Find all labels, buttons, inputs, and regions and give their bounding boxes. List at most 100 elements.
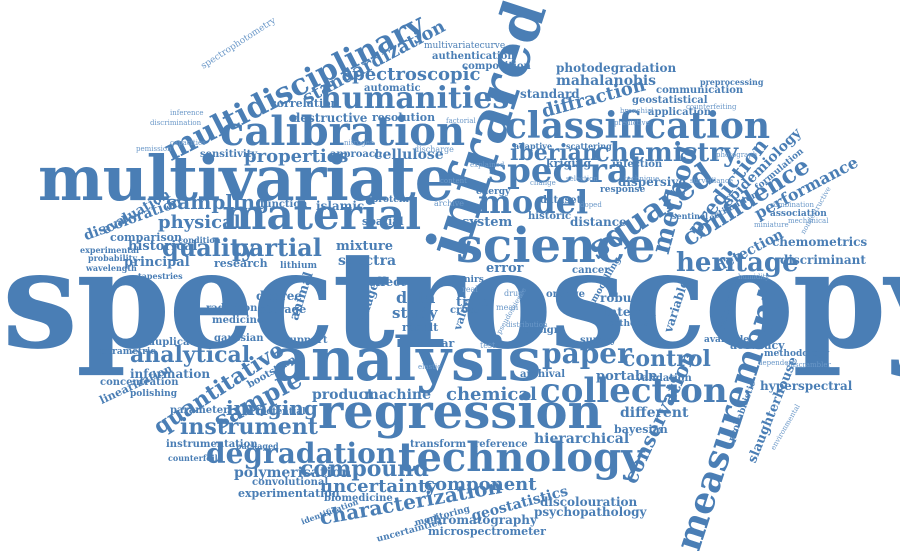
word-cathode: cathode (608, 319, 649, 329)
word-miniature: miniature (754, 221, 789, 229)
word-humidity: humidity (738, 273, 770, 281)
word-concentration: concentration (100, 377, 179, 388)
word-spectroscopy: spectroscopy (2, 220, 900, 379)
word-parametric: parametric (100, 347, 156, 357)
word-degree: degree (256, 289, 303, 303)
word-infection: infection (612, 159, 663, 170)
word-change: change (530, 179, 556, 187)
word-nitrogen: nitrogen (344, 139, 375, 147)
word-spectra: spectra (338, 253, 397, 269)
word-counterfeiting: counterfeiting (686, 103, 737, 111)
word-geostatistical: geostatistical (632, 95, 708, 106)
word-multivariate: multivariate (38, 142, 454, 215)
word-hierarchical: hierarchical (534, 431, 630, 447)
word-effect: effect (368, 275, 406, 289)
word-sentinel: sentinel (672, 211, 709, 221)
word-collection: collection (540, 371, 728, 411)
word-material: material (222, 190, 422, 239)
word-wavelength: wavelength (86, 263, 137, 273)
word-quality: quality (162, 233, 256, 262)
word-photodegradation: photodegradation (556, 61, 677, 75)
word-protein: protein (372, 195, 409, 205)
word-system: system (462, 215, 513, 230)
word-resolution: resolution (372, 111, 436, 124)
word-component: component (424, 474, 537, 495)
word-automatic: automatic (364, 83, 421, 94)
word-science: science (456, 218, 656, 274)
word-probability: probability (88, 253, 137, 263)
word-methodology: methodology (764, 349, 830, 359)
word-sensitivity: sensitivity (200, 149, 258, 160)
word-dispersive: dispersive (618, 175, 686, 189)
word-study: study (392, 304, 438, 322)
word-heritage: heritage (676, 248, 799, 278)
word-analysis: analysis (272, 325, 542, 395)
word-authentication: authentication (432, 51, 515, 62)
word-available: available (704, 335, 749, 345)
word-transform: transform (410, 439, 467, 450)
word-classification: classification (505, 105, 771, 147)
word-mean: mean (496, 303, 519, 312)
word-lithium: lithium (280, 261, 318, 271)
word-archive: archive (434, 199, 465, 208)
word-function: function (260, 199, 308, 210)
word-medicine: medicine (212, 315, 264, 326)
word-spectral: spectral (488, 151, 642, 191)
word-storage: storage (260, 303, 307, 316)
word-result: result (402, 321, 439, 334)
word-product: product (312, 387, 374, 403)
word-elastic: elastic (418, 363, 442, 371)
word-design: design (524, 325, 562, 336)
word-dependent: dependent (758, 359, 796, 367)
word-drug: drug (504, 289, 524, 298)
word-destructive: destructive (292, 111, 368, 125)
word-accuracy: accuracy (730, 339, 785, 352)
word-standard: standard (520, 87, 580, 101)
word-information: information (130, 367, 211, 381)
word-content: content (440, 177, 467, 185)
word-bayesian: bayesian (614, 423, 668, 436)
word-psychopathology: psychopathology (534, 505, 647, 519)
word-dataset: dataset (540, 195, 582, 206)
word-chemistry: chemistry (594, 138, 739, 168)
word-technology: technology (398, 434, 645, 481)
word-machine: machine (364, 387, 431, 403)
word-parameter: parameter (170, 405, 229, 416)
word-analytical: analytical (130, 342, 251, 368)
word-humanities: humanities (320, 81, 510, 116)
word-unscrambler: unscrambler (786, 361, 831, 369)
word-discrimination: discrimination (150, 119, 202, 127)
word-iberian: iberian (510, 140, 598, 166)
word-uncertainty: uncertainty (320, 476, 437, 497)
word-distribution: distribution (506, 321, 548, 329)
word-historic: historic (528, 211, 572, 222)
word-surveillance: surveillance (690, 177, 734, 185)
word-robust: robust (600, 291, 644, 305)
word-model: model (478, 183, 589, 221)
word-communication: communication (656, 85, 744, 96)
word-discriminant: discriminant (780, 253, 866, 267)
word-chromatography: chromatography (426, 513, 537, 527)
word-hyperspectral: hyperspectral (760, 379, 853, 393)
word-properties: properties (244, 146, 349, 167)
word-chemometrics: chemometrics (772, 235, 868, 249)
word-photograph: photograph (716, 151, 758, 159)
word-research: research (214, 257, 268, 270)
word-regression: regression (318, 384, 603, 440)
word-kriging: kriging (546, 157, 592, 170)
word-cellulose: cellulose (374, 147, 444, 163)
word-spectrophotometry: spectrophotometry (199, 15, 278, 72)
word-experimental: experimental (80, 245, 140, 255)
word-cross: cross (450, 305, 480, 316)
word-principal: principal (124, 255, 190, 270)
word-spectroscopic: spectroscopic (342, 64, 481, 85)
word-cancer: cancer (572, 265, 610, 276)
word-mahalanobis: mahalanobis (556, 73, 657, 89)
word-control: control (622, 346, 711, 372)
word-error: error (486, 261, 524, 276)
word-distance: distance (570, 215, 627, 229)
word-chemical: chemical (446, 384, 537, 405)
word-comparison: comparison (110, 231, 182, 244)
word-time: time (456, 295, 489, 310)
